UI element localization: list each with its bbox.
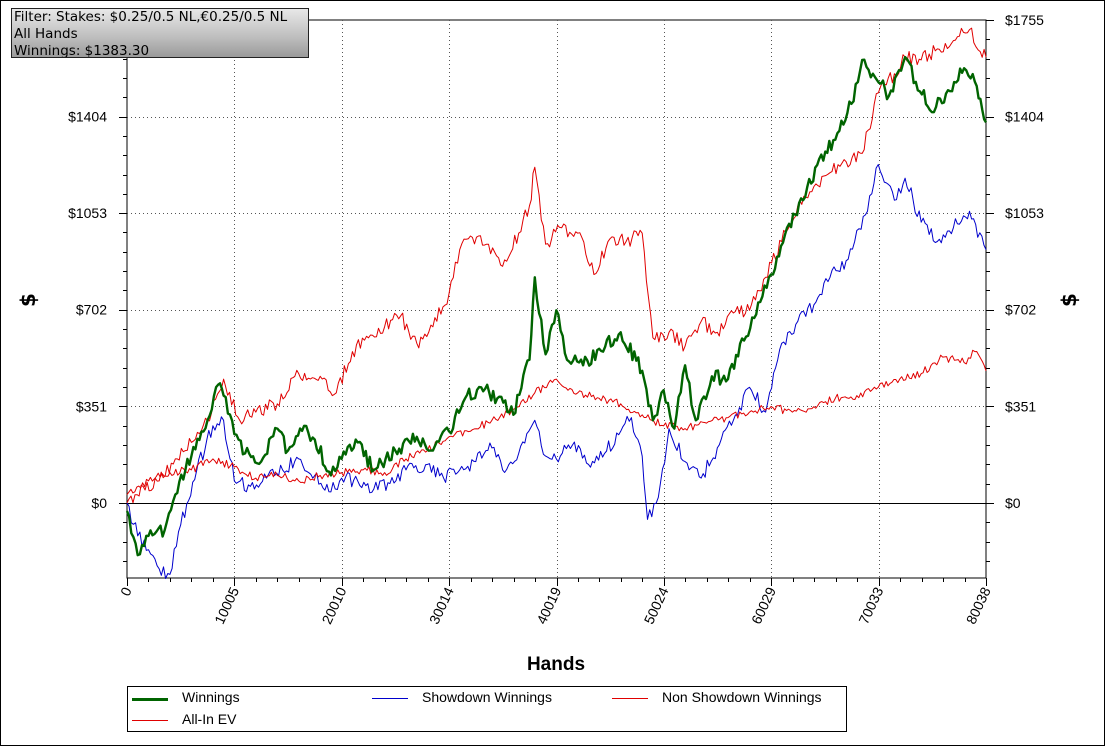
legend-swatch-showdown (372, 698, 408, 699)
legend-label-allin-ev: All-In EV (182, 711, 237, 727)
x-tick-label: 80038 (963, 584, 994, 626)
series-line-non-showdown-winnings (126, 349, 987, 495)
filter-info-box: Filter: Stakes: $0.25/0.5 NL,€0.25/0.5 N… (11, 8, 309, 58)
x-tick-label: 10005 (211, 584, 242, 626)
legend-swatch-allin-ev (132, 720, 168, 721)
x-axis-title: Hands (527, 654, 585, 675)
x-tick-label: 30014 (426, 584, 457, 626)
y-tick-label-left: $1053 (68, 205, 107, 221)
y-tick-label-right: $1053 (1005, 205, 1044, 221)
legend-swatch-winnings (132, 698, 168, 701)
grid-lines (127, 20, 986, 578)
y-tick-label-left: $0 (91, 495, 107, 511)
series-line-all-in-ev (126, 27, 987, 504)
y-tick-label-left: $351 (76, 398, 107, 414)
x-tick-label: 70033 (855, 584, 886, 626)
filter-hands-text: All Hands (14, 26, 78, 42)
legend-label-showdown: Showdown Winnings (422, 689, 552, 705)
legend-label-winnings: Winnings (182, 689, 240, 705)
y-tick-label-right: $0 (1005, 495, 1021, 511)
series-line-winnings (125, 55, 988, 557)
series-lines (125, 27, 988, 579)
x-tick-label: 50024 (641, 584, 672, 626)
y-tick-label-right: $1755 (1005, 12, 1044, 28)
y-tick-label-left: $1404 (68, 109, 107, 125)
x-tick-label: 0 (117, 584, 135, 598)
y-tick-label-right: $1404 (1005, 109, 1044, 125)
x-tick-label: 20010 (319, 584, 350, 626)
filter-winnings-text: Winnings: $1383.30 (14, 43, 150, 58)
x-tick-label: 40019 (533, 584, 564, 626)
y-axis-title-right: $ (1057, 293, 1081, 307)
y-tick-label-right: $702 (1005, 302, 1036, 318)
x-tick-label: 60029 (748, 584, 779, 626)
legend: Winnings Showdown Winnings Non Showdown … (127, 686, 847, 732)
legend-label-non-showdown: Non Showdown Winnings (662, 689, 822, 705)
legend-swatch-non-showdown (612, 698, 648, 699)
series-line-showdown-winnings (126, 164, 987, 579)
y-tick-label-left: $702 (76, 302, 107, 318)
filter-stakes-text: Filter: Stakes: $0.25/0.5 NL,€0.25/0.5 N… (14, 9, 288, 25)
y-axis-title-left: $ (16, 293, 40, 307)
y-tick-label-right: $351 (1005, 398, 1036, 414)
plot-area (126, 19, 987, 579)
